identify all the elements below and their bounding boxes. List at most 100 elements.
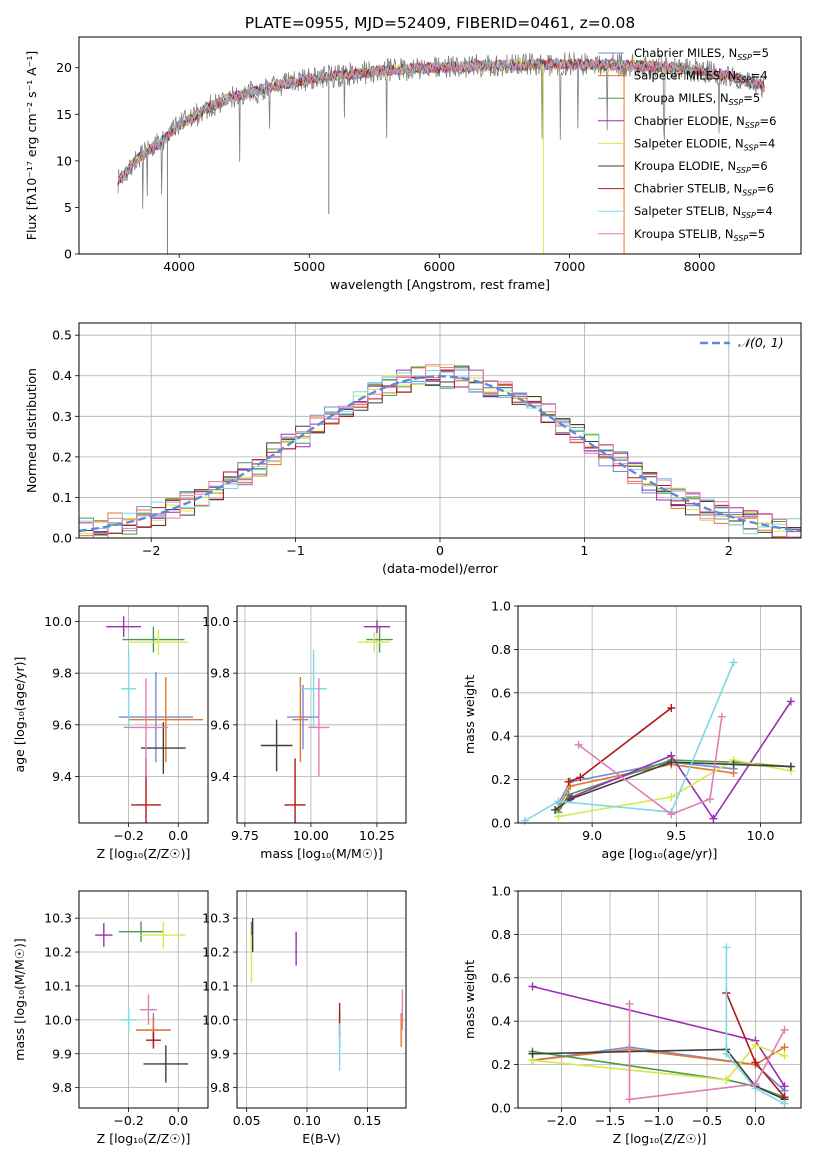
legend-label-sub: SSP [737,53,752,62]
x-tick-label: −2.0 [546,1113,576,1128]
y-tick-label: 1.0 [491,884,511,899]
gaussian-curve [78,374,802,533]
y-tick-label: 0.8 [491,642,511,657]
legend-label-sub: SSP [741,211,756,220]
legend-label-n: =6 [757,182,774,196]
y-tick-label: 0.5 [52,328,72,343]
y-tick-label: 5 [64,200,72,215]
figure-title: PLATE=0955, MJD=52409, FIBERID=0461, z=0… [245,14,635,32]
plot-frame [236,605,407,824]
legend-label-text: Chabrier ELODIE, N [634,114,745,128]
legend-label-text: Chabrier STELIB, N [634,182,742,196]
x-tick-label: −0.2 [113,828,143,843]
mass-weight-marker [786,697,795,706]
x-tick-label: −1 [286,543,304,558]
mass-weight-marker [554,812,563,821]
legend-label-sub: SSP [742,189,757,198]
y-axis-label: mass weight [462,960,477,1039]
y-tick-label: 9.6 [52,717,72,732]
age-mass-weight-panel: 9.0 9.5 10.0 0.0 0.2 0.4 0.6 0.8 1.0 age [log₁₀(a… [462,599,802,861]
mass-weight-marker [667,758,676,767]
y-tick-label: 10.2 [44,945,72,960]
y-tick-label: 0.6 [491,685,511,700]
mass-weight-line [524,662,735,822]
plot-area [237,606,406,823]
mass-weight-line [628,1003,786,1101]
y-tick-label: 10.1 [44,978,72,993]
y-tick-label: 10.3 [202,911,230,926]
x-tick-label: 6000 [423,259,455,274]
mass-weight-marker [722,1049,731,1058]
legend-label: Salpeter MILES, NSSP=4 [634,69,768,85]
residual-histogram-step [79,365,801,534]
y-tick-label: 15 [56,107,72,122]
residual-histogram-step [79,364,801,538]
x-tick-label: 10.00 [293,828,329,843]
plot-frame [517,890,802,1109]
legend-label-n: =6 [751,159,768,173]
y-tick-label: 0.4 [491,1014,511,1029]
y-tick-label: 9.9 [210,1046,230,1061]
legend-label-text: Kroupa STELIB, N [634,227,734,241]
x-tick-label: 8000 [684,259,716,274]
mass-weight-marker [780,1082,789,1091]
mass-weight-marker [566,782,575,791]
mass-weight-marker [751,1058,760,1067]
legend-label-text: Salpeter MILES, N [634,69,736,83]
y-tick-label: 0.3 [52,409,72,424]
legend-label-n: =4 [756,204,773,218]
metallicity-mass-panel: −0.2 0.0 9.8 9.9 10.0 10.1 10.2 10.3 Z [log₁₀(Z/… [12,890,209,1146]
legend-label-text: Salpeter STELIB, N [634,204,741,218]
y-tick-label: 0.2 [491,772,511,787]
legend-label-sub: SSP [744,143,759,152]
mass-weight-marker [667,792,676,801]
metallicity-age-panel: −0.2 0.0 9.4 9.6 9.8 10.0 Z [log₁₀(Z/Z☉)] age [… [12,605,209,861]
x-tick-label: 0.0 [746,1113,766,1128]
y-tick-label: 9.4 [52,769,72,784]
x-axis-label: Z [log₁₀(Z/Z☉)] [97,846,191,861]
y-tick-label: 10.0 [202,614,230,629]
legend-label-n: =5 [743,91,760,105]
x-axis-label: wavelength [Angstrom, rest frame] [330,277,550,292]
x-tick-label: 9.0 [582,828,602,843]
x-tick-label: 0.05 [233,1113,261,1128]
mass-weight-marker [780,1025,789,1034]
legend-label-n: =5 [752,46,769,60]
x-tick-label: 1 [580,543,588,558]
y-tick-label: 10.3 [44,911,72,926]
mass-weight-line [557,761,734,804]
legend-label-sub: SSP [745,121,760,130]
plot-area [237,891,406,1108]
x-tick-label: −0.5 [692,1113,722,1128]
y-tick-label: 0.6 [491,970,511,985]
y-axis-label: mass [log₁₀(M/M☉)] [12,938,27,1060]
x-axis-label: E(B-V) [302,1131,341,1146]
mass-weight-marker [780,1099,789,1108]
legend-label: Salpeter STELIB, NSSP=4 [634,204,773,220]
legend-label-text: Kroupa ELODIE, N [634,159,736,173]
mass-weight-marker [528,982,537,991]
legend-label-sub: SSP [729,98,744,107]
mass-weight-marker [576,773,585,782]
mass-weight-marker [780,1043,789,1052]
legend-label-text: Kroupa MILES, N [634,91,729,105]
y-axis-label: Flux [fλ10⁻¹⁷ erg cm⁻² s⁻¹ A⁻¹] [24,51,39,240]
y-tick-label: 9.4 [210,769,230,784]
mass-weight-marker [717,712,726,721]
mass-weight-marker [551,805,560,814]
mass-weight-marker [625,999,634,1008]
mass-weight-marker [751,1041,760,1050]
mass-weight-marker [729,769,738,778]
y-axis-label: mass weight [462,675,477,754]
x-tick-label: −1.5 [595,1113,625,1128]
y-axis-label: Normed distribution [24,368,39,493]
plot-area [79,606,208,823]
x-axis-label: Z [log₁₀(Z/Z☉)] [97,1131,191,1146]
mass-weight-line [725,947,785,1105]
mass-weight-line [557,763,734,809]
legend-label-text: Salpeter ELODIE, N [634,136,744,150]
y-tick-label: 9.8 [210,666,230,681]
plot-area [518,891,801,1108]
x-tick-label: 0.0 [168,828,188,843]
y-tick-label: 1.0 [491,599,511,614]
